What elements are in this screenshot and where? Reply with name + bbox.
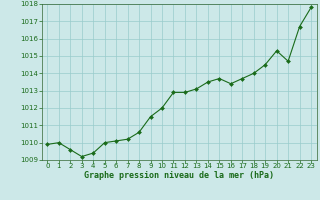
X-axis label: Graphe pression niveau de la mer (hPa): Graphe pression niveau de la mer (hPa) [84, 171, 274, 180]
